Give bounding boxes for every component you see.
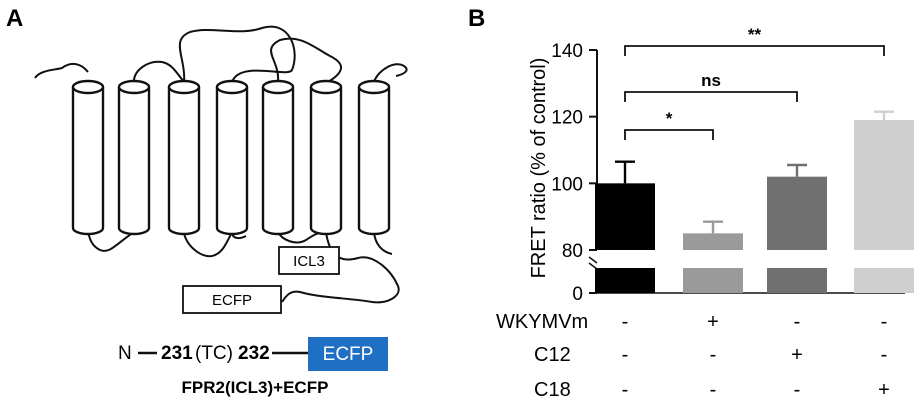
condition-value: +	[707, 311, 719, 333]
panel-letter-b: B	[468, 5, 485, 32]
y-tick-label: 120	[551, 108, 583, 129]
bar-upper-segment	[767, 176, 827, 250]
significance-label: **	[748, 25, 762, 44]
construct-start: 231	[161, 343, 193, 364]
icl3-box	[278, 246, 340, 275]
construct-diagram: N 231 (TC) 232 ECFP	[118, 337, 388, 371]
bar-3	[767, 163, 827, 293]
ecfp-tag	[308, 337, 388, 371]
y-tick-label: 80	[562, 241, 583, 262]
helix-tm1	[71, 79, 105, 236]
condition-value: -	[622, 344, 629, 366]
condition-value: -	[622, 379, 629, 401]
significance-bracket	[624, 45, 885, 56]
helix-tm4	[215, 79, 249, 236]
bar-4	[854, 110, 914, 293]
helix-body	[261, 87, 295, 236]
panel-b: B FRET ratio (% of control) 0 80 100 120 140…	[468, 5, 914, 401]
ecfp-label: ECFP	[212, 292, 252, 309]
panel-a: A ICL3 ECFP N 231 (TC) 232 ECFP FPR2(ICL…	[6, 5, 408, 397]
significance-bracket	[624, 91, 798, 102]
helix-top	[71, 79, 105, 95]
extracellular-loops	[34, 25, 408, 83]
y-axis-label: FRET ratio (% of control)	[528, 58, 550, 279]
condition-table: WKYMVm - + - - C12 - - + - C18 - - - +	[496, 311, 890, 401]
helix-body	[117, 87, 151, 236]
intracellular-loops	[87, 231, 400, 304]
helix-body	[167, 87, 201, 236]
significance-label: *	[666, 109, 673, 128]
construct-title: FPR2(ICL3)+ECFP	[182, 378, 329, 397]
helix-tm2	[117, 79, 151, 236]
bar-lower-segment	[767, 268, 827, 293]
helix-tm7	[357, 79, 391, 236]
condition-value: -	[710, 344, 717, 366]
y-tick-label: 140	[551, 41, 583, 62]
panel-letter-a: A	[6, 5, 23, 32]
bar-1	[595, 160, 655, 293]
condition-name: C18	[534, 379, 571, 401]
y-tick-label: 100	[551, 174, 583, 195]
helix-tm6	[309, 79, 343, 236]
significance-label: ns	[701, 71, 721, 90]
helix-body	[309, 87, 343, 236]
condition-value: -	[710, 379, 717, 401]
axis-break-mark	[588, 256, 598, 270]
condition-value: -	[794, 379, 801, 401]
construct-end: 232	[238, 343, 270, 364]
ecfp-box	[182, 285, 282, 314]
bars	[595, 110, 914, 293]
bar-lower-segment	[595, 268, 655, 293]
construct-middle: (TC)	[195, 343, 233, 364]
helix-top	[215, 79, 249, 95]
helix-top	[309, 79, 343, 95]
construct-n: N	[118, 343, 132, 364]
condition-name: WKYMVm	[496, 311, 588, 333]
y-tick-label: 0	[572, 284, 583, 305]
condition-value: -	[622, 311, 629, 333]
helix-top	[117, 79, 151, 95]
condition-value: -	[881, 311, 888, 333]
y-ticks: 0 80 100 120 140	[551, 41, 597, 305]
bar-upper-segment	[854, 120, 914, 250]
helix-tm3	[167, 79, 201, 236]
significance-brackets: * ns **	[624, 25, 885, 140]
helix-top	[357, 79, 391, 95]
helix-body	[357, 87, 391, 236]
condition-value: +	[878, 379, 890, 401]
bar-upper-segment	[595, 183, 655, 250]
bar-lower-segment	[683, 268, 743, 293]
significance-bracket	[624, 129, 714, 140]
bar-upper-segment	[683, 233, 743, 250]
helix-tm5	[261, 79, 295, 236]
helix-top	[167, 79, 201, 95]
condition-value: -	[794, 311, 801, 333]
helix-body	[215, 87, 249, 236]
condition-name: C12	[534, 344, 571, 366]
condition-value: +	[791, 344, 803, 366]
bar-lower-segment	[854, 268, 914, 293]
helix-body	[71, 87, 105, 236]
condition-value: -	[881, 344, 888, 366]
bar-2	[683, 220, 743, 293]
ecfp-tag-label: ECFP	[323, 344, 374, 365]
transmembrane-helices	[71, 79, 391, 236]
helix-top	[261, 79, 295, 95]
icl3-label: ICL3	[293, 253, 325, 270]
